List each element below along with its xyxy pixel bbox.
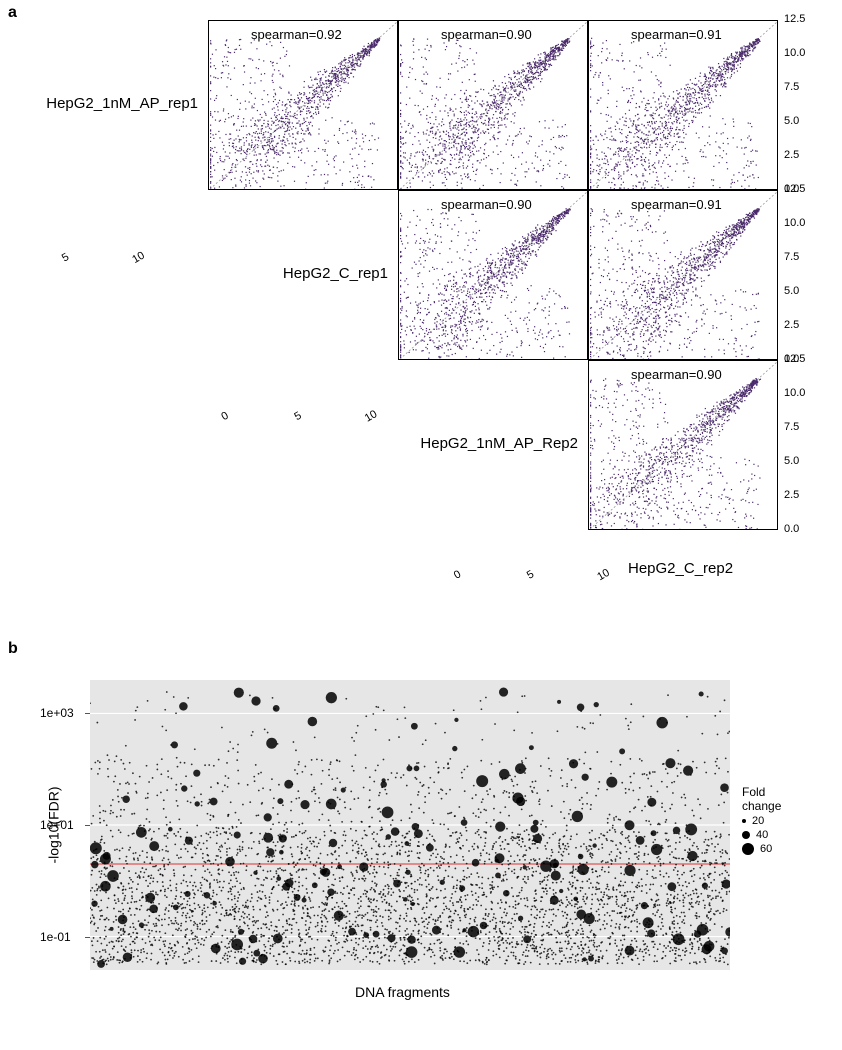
y-tick-label: 1e+03: [40, 706, 74, 720]
scatter-cell: spearman=0.90: [588, 360, 778, 530]
legend-title: Foldchange: [742, 785, 781, 813]
spearman-label: spearman=0.91: [631, 27, 722, 42]
y-tick-label: 12.5: [784, 13, 805, 25]
y-tick-label: 7.5: [784, 251, 799, 263]
x-axis-label: DNA fragments: [355, 984, 450, 1000]
y-tick-label: 2.5: [784, 319, 799, 331]
y-tick-label: 0.0: [784, 523, 799, 535]
scatter-cell: spearman=0.90: [398, 190, 588, 360]
y-tick-label: 7.5: [784, 421, 799, 433]
spearman-label: spearman=0.90: [441, 197, 532, 212]
panel-a-x-label: HepG2_C_rep2: [628, 560, 733, 577]
row-label: HepG2_1nM_AP_Rep2: [418, 435, 578, 452]
y-tick-label: 2.5: [784, 489, 799, 501]
scatter-cell: spearman=0.91: [588, 190, 778, 360]
scatter-cell: spearman=0.92: [208, 20, 398, 190]
y-tick-label: 10.0: [784, 47, 805, 59]
y-tick-label: 10.0: [784, 387, 805, 399]
spearman-label: spearman=0.92: [251, 27, 342, 42]
scatter-cell: spearman=0.90: [398, 20, 588, 190]
panel-b-label: b: [8, 640, 18, 658]
y-tick-label: 10.0: [784, 217, 805, 229]
y-tick-label: 5.0: [784, 455, 799, 467]
y-tick-label: 12.5: [784, 353, 805, 365]
y-tick-label: 12.5: [784, 183, 805, 195]
row-label: HepG2_1nM_AP_rep1: [38, 95, 198, 112]
y-tick-label: 2.5: [784, 149, 799, 161]
panel-a-label: a: [8, 4, 17, 22]
y-tick-label: 1e-01: [40, 930, 71, 944]
row-label: HepG2_C_rep1: [228, 265, 388, 282]
y-tick-label: 7.5: [784, 81, 799, 93]
scatter-cell: spearman=0.91: [588, 20, 778, 190]
y-axis-label: -log10(FDR): [46, 786, 62, 863]
y-tick-label: 5.0: [784, 285, 799, 297]
spearman-label: spearman=0.90: [631, 367, 722, 382]
spearman-label: spearman=0.90: [441, 27, 532, 42]
spearman-label: spearman=0.91: [631, 197, 722, 212]
y-tick-label: 5.0: [784, 115, 799, 127]
